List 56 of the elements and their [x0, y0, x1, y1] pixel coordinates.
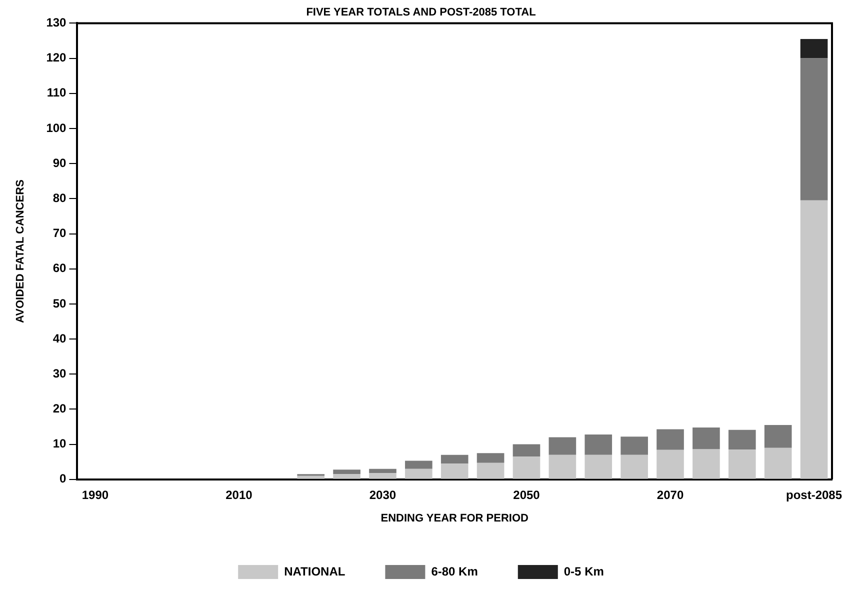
- bar: [548, 437, 576, 455]
- bar: [584, 454, 612, 479]
- y-tick-label: 10: [52, 436, 67, 451]
- bar: [764, 425, 792, 448]
- legend-label: NATIONAL: [284, 564, 346, 578]
- bar: [656, 429, 684, 450]
- bar: [297, 476, 324, 479]
- chart-title: FIVE YEAR TOTALS AND POST-2085 TOTAL: [306, 6, 536, 19]
- bar: [728, 430, 756, 450]
- y-tick-label: 20: [52, 402, 67, 416]
- bar: [369, 473, 396, 479]
- bar: [440, 464, 468, 479]
- x-tick-label: 2070: [656, 488, 684, 502]
- bar: [620, 454, 648, 479]
- x-tick-label: 2030: [369, 488, 396, 502]
- bar: [476, 453, 504, 463]
- bar: [440, 454, 468, 464]
- bar: [405, 468, 432, 479]
- y-tick-label: 30: [52, 366, 67, 380]
- bar: [764, 448, 792, 479]
- y-tick-label: 0: [60, 472, 67, 486]
- y-tick-label: 50: [52, 296, 67, 310]
- bar: [692, 449, 720, 479]
- bar: [369, 468, 396, 474]
- x-tick-label: 2010: [226, 488, 253, 502]
- y-axis-title: AVOIDED FATAL CANCERS: [14, 180, 27, 324]
- bar: [800, 38, 828, 58]
- y-tick-label: 70: [52, 226, 67, 240]
- y-tick-label: 110: [46, 86, 67, 100]
- bar: [512, 456, 540, 479]
- bar: [800, 58, 828, 200]
- bar: [800, 200, 828, 479]
- y-tick-label: 120: [46, 50, 67, 65]
- y-tick-label: 100: [46, 120, 67, 135]
- y-tick-label: 80: [52, 190, 67, 205]
- y-tick-label: 40: [52, 331, 67, 346]
- x-axis-title: ENDING YEAR FOR PERIOD: [380, 512, 529, 524]
- bar: [333, 474, 360, 479]
- bar: [405, 460, 432, 469]
- legend-label: 6-80 Km: [431, 564, 478, 578]
- bar: [692, 427, 720, 450]
- legend-label: 0-5 Km: [564, 564, 604, 578]
- y-tick-label: 130: [46, 16, 67, 30]
- y-tick-label: 90: [52, 156, 67, 170]
- bar: [512, 444, 540, 457]
- x-tick-label: post-2085: [786, 488, 842, 502]
- bar: [620, 436, 648, 455]
- bar: [656, 450, 684, 479]
- x-tick-label: 2050: [513, 488, 540, 502]
- bar: [548, 454, 576, 479]
- x-tick-label: 1990: [82, 488, 109, 502]
- bar: [584, 434, 612, 455]
- bar: [333, 470, 360, 474]
- bar: [476, 462, 504, 479]
- bar: [728, 450, 756, 479]
- y-tick-label: 60: [52, 261, 67, 276]
